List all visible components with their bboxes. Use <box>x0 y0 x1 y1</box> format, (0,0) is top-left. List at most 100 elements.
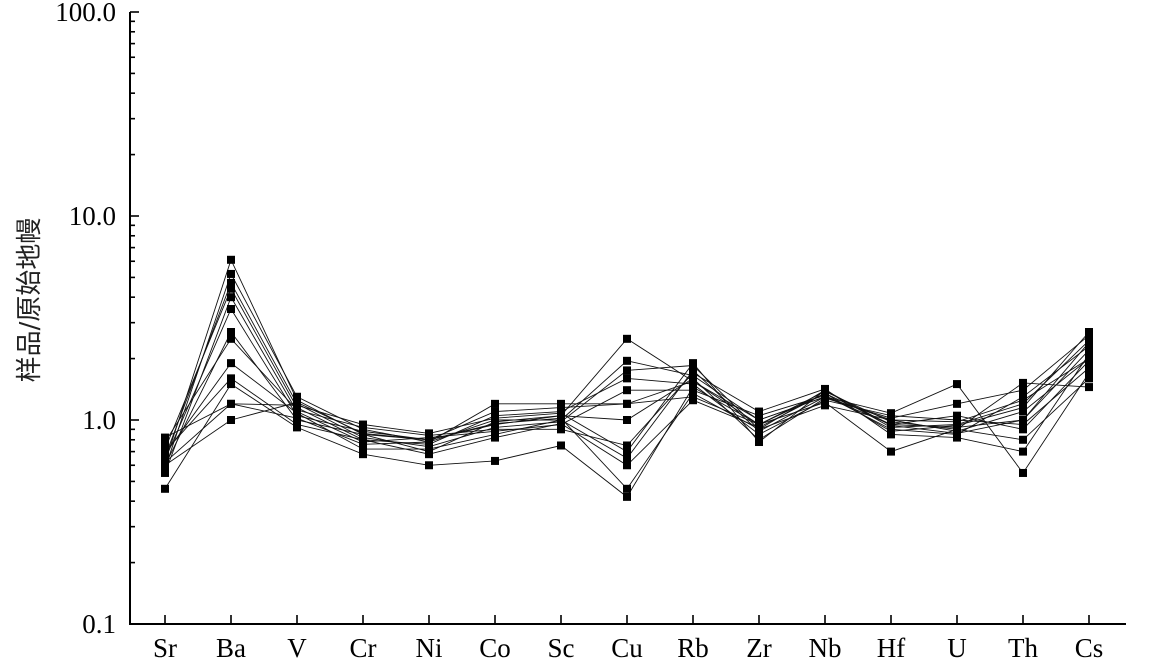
y-tick-label: 1.0 <box>82 405 116 435</box>
data-point-marker <box>491 419 499 428</box>
data-point-marker <box>227 416 235 424</box>
y-tick-label: 10.0 <box>69 201 116 231</box>
data-point-marker <box>1085 368 1093 377</box>
data-point-marker <box>425 429 433 438</box>
data-point-marker <box>161 433 169 442</box>
data-point-marker <box>755 411 763 420</box>
data-point-marker <box>821 392 829 401</box>
data-point-marker <box>227 305 235 314</box>
data-point-marker <box>425 450 433 459</box>
y-tick-label: 100.0 <box>55 0 116 27</box>
data-point-marker <box>359 420 367 429</box>
data-point-marker <box>623 386 631 395</box>
data-point-marker <box>425 435 433 444</box>
data-point-marker <box>1019 420 1027 429</box>
data-point-marker <box>491 399 499 408</box>
data-point-marker <box>623 454 631 463</box>
x-tick-label: Co <box>479 633 511 661</box>
data-point-marker <box>1085 363 1093 372</box>
data-point-marker <box>623 461 631 470</box>
data-point-marker <box>887 421 895 430</box>
y-axis-label-group: 样品/原始地幔 <box>15 218 45 383</box>
data-point-marker <box>623 416 631 424</box>
data-point-marker <box>953 411 961 420</box>
data-point-marker <box>755 438 763 447</box>
series-line <box>164 338 1090 453</box>
data-point-marker <box>623 356 631 365</box>
data-point-marker <box>953 399 961 408</box>
data-point-marker <box>953 429 961 438</box>
data-point-marker <box>1085 383 1093 392</box>
y-ticks: 0.1 1.0 10.0 100.0 <box>55 0 139 639</box>
data-point-marker <box>293 423 301 432</box>
data-point-marker <box>557 409 565 418</box>
data-point-marker <box>821 401 829 410</box>
x-tick-label: Th <box>1008 633 1038 661</box>
data-point-marker <box>227 380 235 389</box>
data-point-marker <box>953 380 961 389</box>
data-point-marker <box>1085 374 1093 383</box>
data-point-marker <box>1019 416 1027 424</box>
x-tick-label: V <box>287 633 307 661</box>
data-point-marker <box>1019 447 1027 456</box>
data-point-marker <box>623 447 631 456</box>
data-point-marker <box>557 399 565 408</box>
data-point-marker <box>227 269 235 278</box>
data-point-marker <box>1019 378 1027 387</box>
data-point-marker <box>755 420 763 429</box>
data-point-marker <box>1085 338 1093 347</box>
data-point-marker <box>1019 386 1027 395</box>
data-point-marker <box>227 293 235 302</box>
data-point-marker <box>293 409 301 418</box>
data-point-marker <box>887 447 895 456</box>
y-axis-label: 样品/原始地幔 <box>15 218 45 383</box>
data-point-marker <box>887 416 895 424</box>
data-point-marker <box>293 414 301 423</box>
data-point-marker <box>623 366 631 375</box>
data-point-marker <box>227 399 235 408</box>
data-point-marker <box>953 433 961 442</box>
data-point-marker <box>623 492 631 501</box>
x-ticks: Sr Ba V Cr Ni Co Sc Cu Rb Zr Nb Hf U Th Cs <box>153 615 1103 661</box>
data-point-marker <box>557 419 565 428</box>
data-point-marker <box>755 407 763 416</box>
data-point-marker <box>1085 328 1093 337</box>
data-point-marker <box>557 441 565 450</box>
data-point-marker <box>359 435 367 444</box>
data-point-marker <box>1019 403 1027 412</box>
data-point-marker <box>1019 468 1027 477</box>
data-point-marker <box>425 445 433 454</box>
data-point-marker <box>359 445 367 454</box>
data-point-marker <box>491 425 499 434</box>
data-point-marker <box>227 334 235 343</box>
data-point-marker <box>623 374 631 383</box>
y-tick-label: 0.1 <box>82 609 116 639</box>
data-point-marker <box>491 433 499 442</box>
data-point-marker <box>557 425 565 434</box>
x-tick-label: Sr <box>153 633 177 661</box>
data-point-marker <box>689 396 697 405</box>
data-point-marker <box>623 399 631 408</box>
data-point-marker <box>623 484 631 493</box>
data-point-marker <box>359 429 367 438</box>
data-point-marker <box>491 414 499 423</box>
x-tick-label: Cr <box>350 633 377 661</box>
data-point-marker <box>491 456 499 465</box>
data-point-marker <box>689 377 697 386</box>
data-point-marker <box>293 392 301 401</box>
data-point-marker <box>293 398 301 407</box>
data-point-marker <box>227 255 235 264</box>
x-tick-label: Sc <box>548 633 575 661</box>
x-tick-label: Zr <box>746 633 771 661</box>
data-point-marker <box>689 389 697 398</box>
data-point-marker <box>689 359 697 368</box>
data-point-marker <box>953 417 961 426</box>
axes <box>129 12 1126 625</box>
x-tick-label: Ba <box>216 633 246 661</box>
data-point-marker <box>557 414 565 423</box>
data-point-marker <box>227 374 235 383</box>
data-point-marker <box>689 366 697 375</box>
data-point-marker <box>689 383 697 392</box>
marker-layer <box>161 255 1093 501</box>
